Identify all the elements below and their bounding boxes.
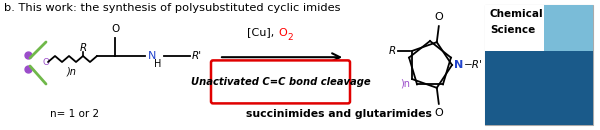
Text: Unactivated C=C bond cleavage: Unactivated C=C bond cleavage [191,77,370,87]
Text: [Cu],: [Cu], [247,28,278,37]
FancyBboxPatch shape [211,60,350,103]
FancyBboxPatch shape [544,5,593,51]
Text: n= 1 or 2: n= 1 or 2 [50,109,100,119]
FancyBboxPatch shape [485,51,593,125]
Text: N: N [148,51,157,61]
Text: succinimides and glutarimides: succinimides and glutarimides [246,109,432,119]
Text: Science: Science [490,25,535,35]
Text: b. This work: the synthesis of polysubstituted cyclic imides: b. This work: the synthesis of polysubst… [4,3,341,13]
Text: )n: )n [67,67,77,77]
FancyBboxPatch shape [485,5,593,125]
Text: Chemical: Chemical [490,9,544,19]
FancyBboxPatch shape [485,5,593,51]
Text: 2: 2 [287,33,293,42]
Text: −R': −R' [464,60,483,70]
Text: N: N [454,60,463,70]
Text: O: O [111,24,119,34]
Text: O: O [43,57,49,67]
Text: H: H [154,59,161,69]
Text: R: R [79,43,86,53]
Text: O: O [434,12,443,22]
Text: R': R' [192,51,202,61]
Text: O: O [434,108,443,118]
Text: R: R [389,46,396,56]
Text: O: O [278,28,287,37]
Text: )n: )n [400,78,410,88]
